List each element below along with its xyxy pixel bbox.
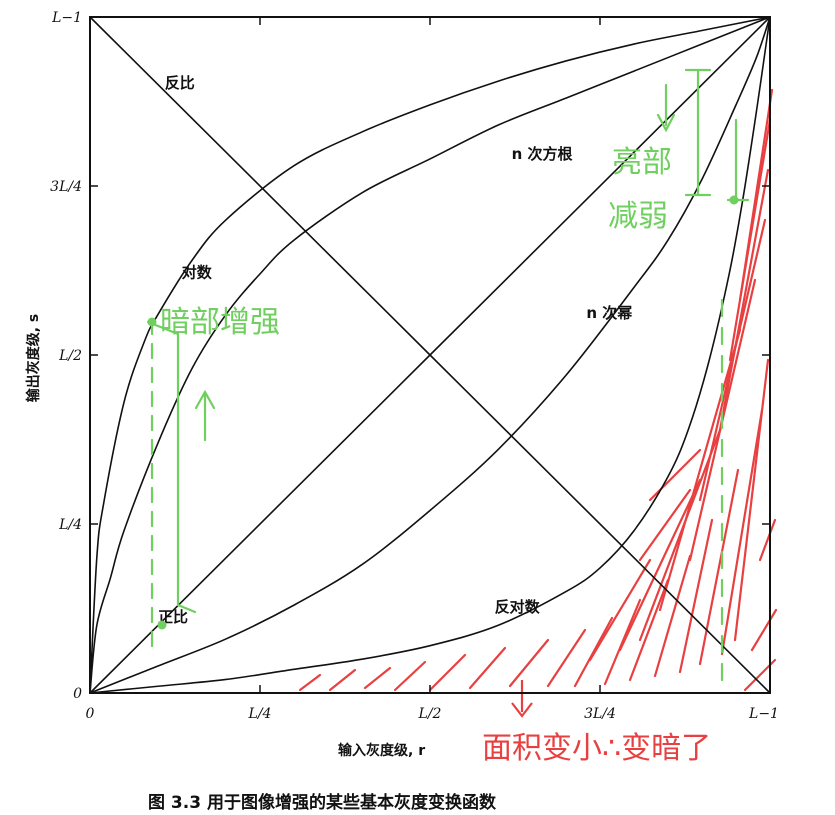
green-down-arrow [656,83,676,133]
green-I-bar [684,68,712,197]
green-dot-log [147,317,157,327]
red-hatch-stroke-0 [298,673,322,692]
annotation-area-smaller: 面积变小∴变暗了 [482,731,711,766]
x-tick-label-0: 0 [86,706,95,722]
curve-label-4: n 次幂 [586,304,633,322]
red-hatch-stroke-2 [363,666,392,690]
red-hatch-stroke-26 [638,488,692,562]
red-hatch-stroke-19 [658,328,742,612]
curve-label-1: 反比 [165,74,195,92]
y-tick-label-0: 0 [73,686,82,702]
red-hatch-stroke-24 [738,88,774,302]
green-bracket-left [176,333,197,614]
red-hatch-stroke-10 [628,578,670,682]
green-dot-high [729,195,739,205]
annotation-bright-weakened-1: 亮部 [612,145,672,180]
y-tick-label-3: 3L/4 [50,179,82,195]
red-hatch-stroke-25 [648,448,702,502]
red-hatch-stroke-28 [750,608,778,652]
curve-3 [89,16,771,694]
red-hatch-stroke-3 [393,660,427,692]
curve-label-5: 反对数 [495,598,541,616]
red-hatch-stroke-14 [720,408,764,656]
red-hatch-stroke-27 [758,518,777,562]
curve-4 [89,16,771,694]
red-hatch-region [298,88,778,718]
figure-caption: 图 3.3 用于图像增强的某些基本灰度变换函数 [148,792,497,813]
curve-label-2: 对数 [182,263,213,281]
green-dot-low [157,620,167,630]
red-hatch-stroke-9 [603,598,642,686]
red-hatch-stroke-17 [618,478,702,652]
annotation-dark-enhanced: 暗部增强 [160,305,280,340]
green-annotations [146,68,750,692]
x-axis-title: 输入灰度级, r [338,742,425,759]
red-hatch-stroke-7 [546,628,587,688]
red-hatch-stroke-11 [653,554,692,678]
curve-label-3: n 次方根 [512,145,573,163]
y-tick-label-4: L−1 [51,10,82,26]
red-hatch-stroke-5 [468,646,507,690]
curves-layer [89,16,771,694]
annotation-bright-weakened-2: 减弱 [608,199,668,234]
green-up-arrow [194,389,216,442]
x-tick-label-4: L−1 [748,706,779,722]
y-axis-title: 输出灰度级, s [25,314,42,403]
y-tick-label-2: L/2 [58,348,82,364]
x-tick-label-2: L/2 [418,706,442,722]
red-hatch-stroke-22 [718,168,770,432]
x-tick-label-1: L/4 [248,706,272,722]
curve-2 [89,16,771,694]
red-hatch-stroke-16 [588,558,652,662]
red-hatch-stroke-1 [328,668,357,692]
x-tick-label-3: 3L/4 [584,706,616,722]
curve-5 [89,16,771,694]
curve-1 [89,16,771,694]
red-hatch-stroke-8 [573,616,614,688]
red-hatch-stroke-6 [508,638,550,688]
ticks-layer: 00 L/4 L/4 L/2 L/2 3L/4 3L/4 L−1 L−1 [50,10,779,722]
red-hatch-stroke-18 [638,428,722,642]
red-hatch-stroke-15 [733,358,770,642]
red-arrow-head [511,702,533,718]
y-tick-label-1: L/4 [58,517,82,533]
red-hatch-stroke-4 [428,653,467,692]
red-hatch-stroke-12 [678,518,714,674]
red-hatch-stroke-13 [698,468,740,666]
curve-label-0: 正比 [158,608,188,626]
